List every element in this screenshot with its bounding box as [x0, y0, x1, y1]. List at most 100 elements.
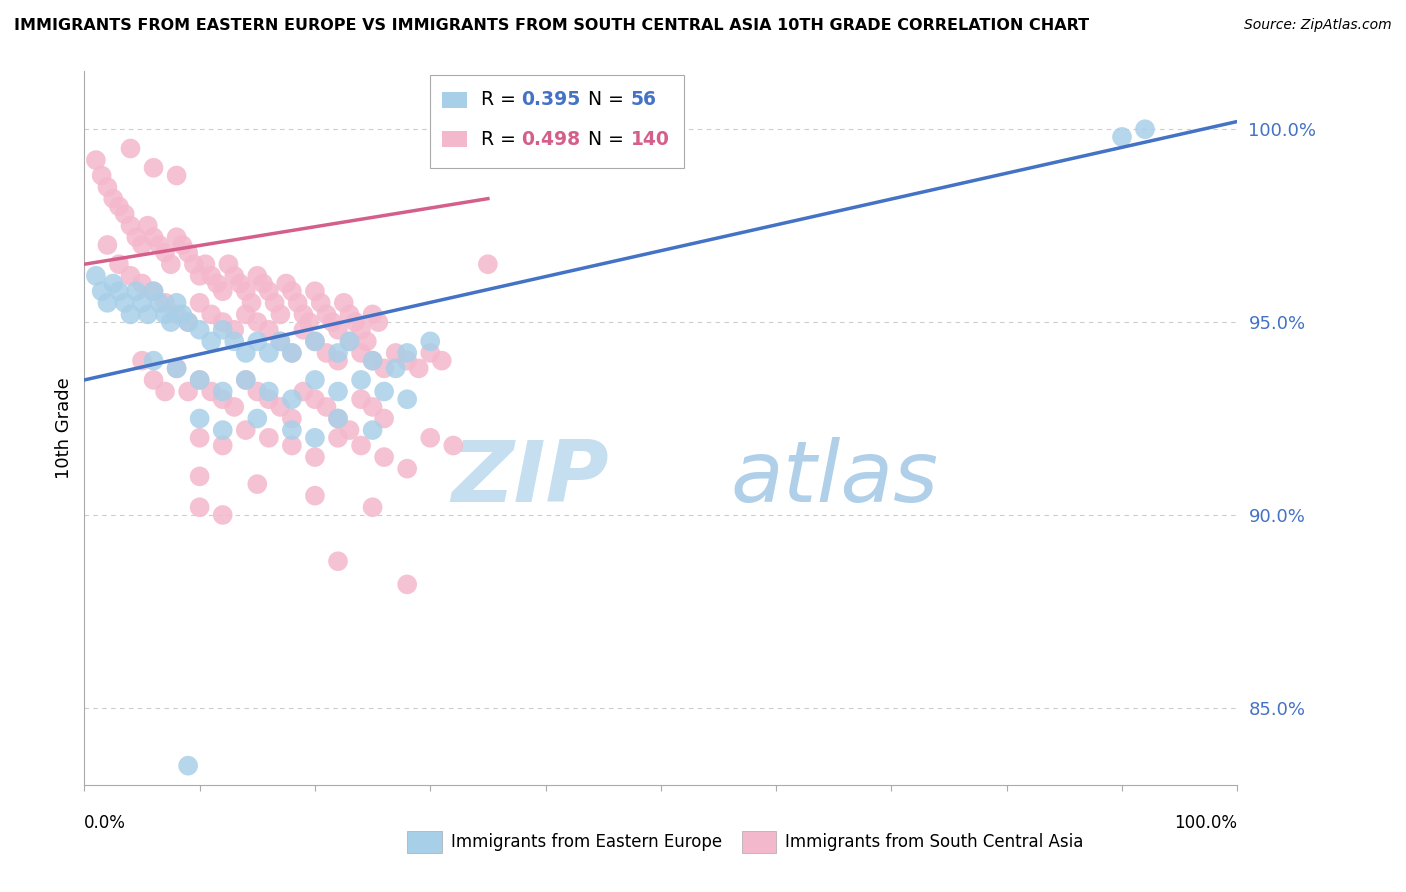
Point — [205, 277, 228, 291]
Point — [125, 284, 148, 298]
FancyBboxPatch shape — [441, 131, 467, 147]
Point — [257, 431, 280, 445]
Point — [166, 361, 188, 376]
Point — [276, 277, 298, 291]
Point — [166, 307, 188, 321]
Text: Immigrants from South Central Asia: Immigrants from South Central Asia — [786, 833, 1084, 851]
Point — [235, 284, 257, 298]
Point — [292, 323, 315, 337]
Point — [108, 257, 131, 271]
Point — [304, 450, 326, 464]
Point — [114, 295, 136, 310]
Point — [96, 295, 118, 310]
Point — [408, 361, 430, 376]
Point — [419, 431, 441, 445]
Point — [194, 257, 217, 271]
Point — [315, 400, 337, 414]
Text: 0.395: 0.395 — [522, 90, 581, 110]
Point — [326, 384, 349, 399]
Point — [183, 257, 205, 271]
Point — [292, 307, 315, 321]
Point — [142, 161, 165, 175]
Text: 0.498: 0.498 — [522, 129, 581, 149]
Point — [246, 477, 269, 491]
Text: N =: N = — [575, 90, 630, 110]
Point — [96, 238, 118, 252]
Point — [1111, 130, 1133, 145]
Point — [269, 307, 291, 321]
Point — [235, 307, 257, 321]
Point — [114, 207, 136, 221]
Point — [235, 346, 257, 360]
Point — [373, 361, 395, 376]
Point — [269, 334, 291, 349]
Point — [396, 577, 419, 591]
Text: R =: R = — [481, 129, 522, 149]
Point — [384, 361, 406, 376]
Point — [188, 469, 211, 483]
Point — [1133, 122, 1156, 136]
Point — [177, 758, 200, 772]
Point — [224, 400, 246, 414]
Point — [304, 392, 326, 407]
Text: Source: ZipAtlas.com: Source: ZipAtlas.com — [1244, 18, 1392, 32]
Point — [350, 373, 373, 387]
FancyBboxPatch shape — [408, 831, 441, 853]
FancyBboxPatch shape — [441, 92, 467, 108]
Point — [211, 423, 233, 437]
Point — [211, 392, 233, 407]
Point — [188, 295, 211, 310]
Point — [269, 334, 291, 349]
Point — [131, 295, 153, 310]
Point — [200, 384, 222, 399]
Point — [396, 346, 419, 360]
Point — [166, 230, 188, 244]
Point — [240, 295, 263, 310]
Point — [160, 315, 183, 329]
Point — [188, 268, 211, 283]
Point — [136, 307, 159, 321]
Point — [367, 315, 389, 329]
Point — [84, 153, 107, 167]
Point — [235, 373, 257, 387]
Text: IMMIGRANTS FROM EASTERN EUROPE VS IMMIGRANTS FROM SOUTH CENTRAL ASIA 10TH GRADE : IMMIGRANTS FROM EASTERN EUROPE VS IMMIGR… — [14, 18, 1090, 33]
Point — [396, 392, 419, 407]
Text: N =: N = — [575, 129, 630, 149]
Point — [172, 238, 194, 252]
Point — [344, 315, 367, 329]
Point — [200, 307, 222, 321]
Point — [246, 384, 269, 399]
Point — [142, 373, 165, 387]
FancyBboxPatch shape — [741, 831, 776, 853]
Point — [292, 384, 315, 399]
Point — [373, 411, 395, 425]
Point — [96, 180, 118, 194]
Point — [350, 323, 373, 337]
Point — [148, 238, 170, 252]
Y-axis label: 10th Grade: 10th Grade — [55, 377, 73, 479]
Point — [142, 284, 165, 298]
Point — [90, 169, 112, 183]
Point — [339, 423, 361, 437]
Point — [477, 257, 499, 271]
Text: 0.0%: 0.0% — [84, 814, 127, 831]
Point — [350, 392, 373, 407]
Point — [177, 384, 200, 399]
Point — [142, 353, 165, 368]
Point — [188, 411, 211, 425]
Point — [281, 411, 304, 425]
Point — [188, 431, 211, 445]
Point — [304, 284, 326, 298]
Point — [309, 295, 332, 310]
Point — [326, 411, 349, 425]
Point — [211, 323, 233, 337]
Point — [304, 373, 326, 387]
Point — [153, 245, 176, 260]
Point — [229, 277, 252, 291]
Point — [257, 323, 280, 337]
Point — [224, 268, 246, 283]
Point — [136, 219, 159, 233]
Point — [263, 295, 285, 310]
Point — [211, 438, 233, 452]
Point — [350, 438, 373, 452]
